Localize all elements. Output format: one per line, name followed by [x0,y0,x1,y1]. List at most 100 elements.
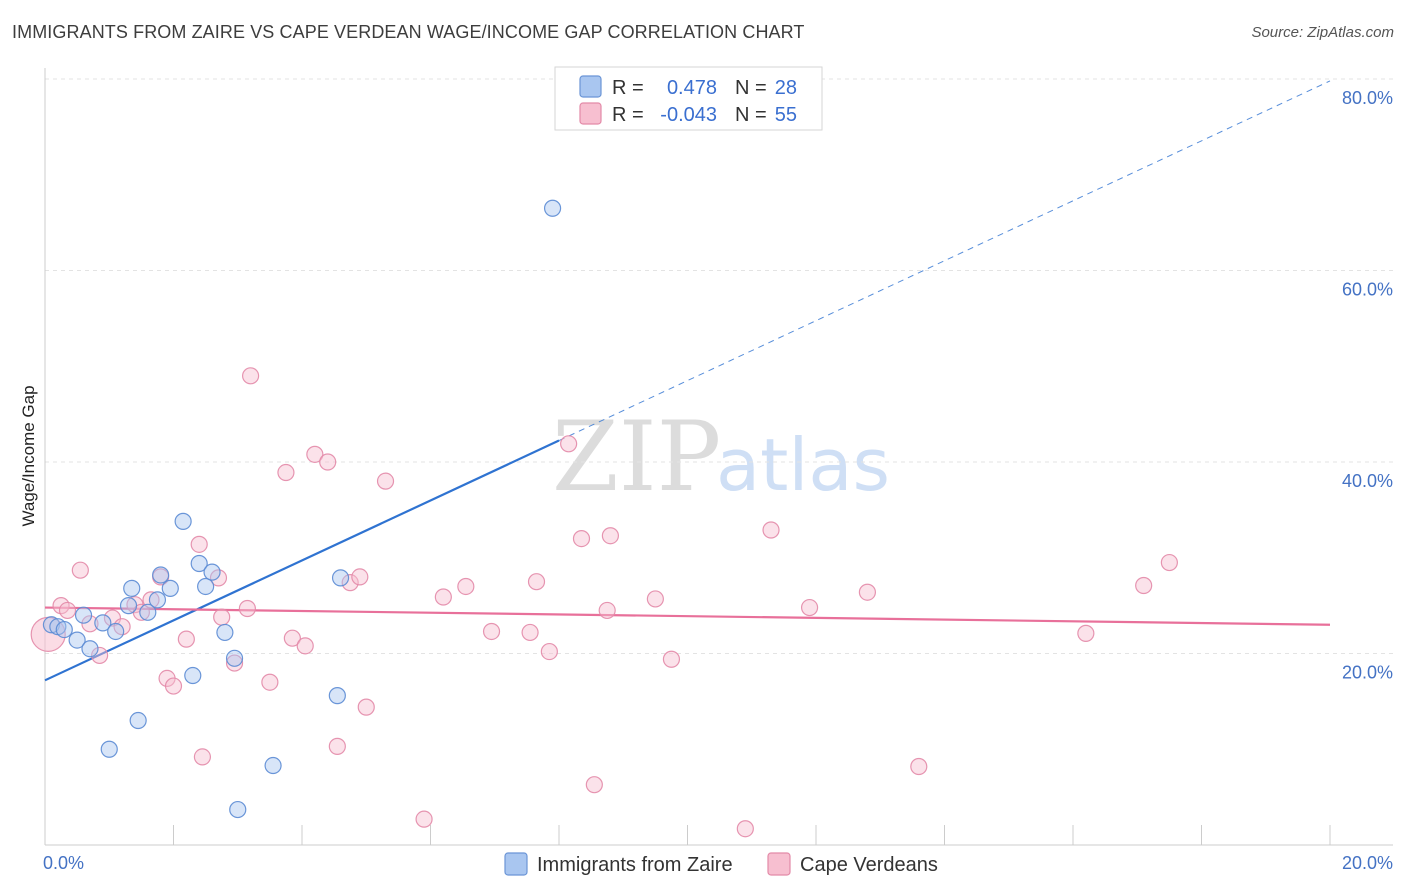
x-tick-label-max: 20.0% [1342,853,1393,873]
y-tick-label-80: 80.0% [1342,88,1393,108]
point-cape-verdeans-16 [193,748,212,766]
point-zaire-13 [148,591,167,609]
point-cape-verdeans-38 [527,573,546,591]
y-axis-title: Wage/Income Gap [19,385,38,526]
y-tick-label-60: 60.0% [1342,280,1393,300]
bottom-legend-swatch-cape-verdeans [767,852,791,876]
point-cape-verdeans-26 [306,445,324,463]
point-cape-verdeans-47 [736,820,754,838]
point-zaire-26 [331,569,350,587]
point-cape-verdeans-44 [601,527,620,545]
point-zaire-24 [264,756,282,775]
point-zaire-27 [543,199,562,217]
point-cape-verdeans-21 [242,367,260,385]
point-cape-verdeans-30 [351,568,369,586]
chart-title: IMMIGRANTS FROM ZAIRE VS CAPE VERDEAN WA… [12,22,805,42]
point-cape-verdeans-34 [434,588,452,606]
point-zaire-17 [184,666,202,685]
point-cape-verdeans-40 [560,435,578,453]
point-cape-verdeans-27 [319,453,337,471]
point-cape-verdeans-15 [190,535,208,553]
legend-swatch-cape-verdeans [579,102,602,125]
data-points [30,199,1178,838]
point-cape-verdeans-46 [662,650,681,668]
point-cape-verdeans-45 [646,590,664,608]
legend-r-label-cape-verdeans: R = [612,104,644,126]
point-cape-verdeans-17 [209,569,228,587]
point-cape-verdeans-29 [341,574,359,592]
point-zaire-15 [161,579,179,597]
point-cape-verdeans-25 [296,637,314,655]
point-zaire-6 [94,614,112,632]
point-cape-verdeans-42 [585,776,603,794]
legend-n-label-zaire: N = [735,77,767,99]
legend-n-value-cape-verdeans: 55 [775,104,797,126]
point-zaire-20 [203,563,221,581]
point-zaire-16 [174,512,192,530]
point-cape-verdeans-6 [103,609,122,627]
watermark-atlas: atlas [716,423,890,507]
point-cape-verdeans-50 [858,583,877,601]
point-cape-verdeans-33 [415,810,433,828]
point-zaire-19 [197,577,215,596]
legend: R = 0.478 N = 28 R = -0.043 N = 55 [554,66,823,131]
point-zaire-5 [81,640,99,658]
point-zaire-12 [139,603,157,621]
trend-line-dashed-0 [558,80,1331,442]
point-cape-verdeans-14 [177,630,195,648]
point-zaire-18 [190,554,208,573]
point-zaire-4 [74,606,93,624]
bottom-legend-label-cape-verdeans: Cape Verdeans [800,854,938,876]
point-zaire-25 [328,687,346,705]
source-label: Source: ZipAtlas.com [1251,24,1394,41]
point-cape-verdeans-41 [572,529,591,548]
point-zaire-8 [107,622,125,641]
legend-n-label-cape-verdeans: N = [735,104,767,126]
point-cape-verdeans-36 [482,622,501,641]
axes [44,68,1393,846]
point-cape-verdeans-51 [910,757,928,776]
point-zaire-23 [229,800,247,819]
point-cape-verdeans-37 [521,623,539,642]
x-tick-label-min: 0.0% [43,853,84,873]
grid-lines [45,78,1393,654]
legend-r-value-zaire: 0.478 [667,77,717,99]
legend-swatch-zaire [579,75,602,98]
point-cape-verdeans-18 [213,608,231,626]
point-cape-verdeans-39 [540,642,558,661]
point-cape-verdeans-43 [598,601,616,620]
point-cape-verdeans-35 [457,577,475,596]
point-zaire-9 [119,597,138,615]
point-zaire-22 [225,649,244,667]
point-cape-verdeans-22 [261,673,279,691]
legend-r-label-zaire: R = [612,77,644,99]
point-cape-verdeans-2 [58,601,77,620]
point-cape-verdeans-32 [376,472,395,490]
y-tick-label-40: 40.0% [1342,471,1393,491]
point-cape-verdeans-20 [238,599,256,618]
bottom-legend: Immigrants from Zaire Cape Verdeans [504,852,938,876]
point-cape-verdeans-4 [81,615,99,633]
point-zaire-21 [216,623,234,642]
legend-r-value-cape-verdeans: -0.043 [660,104,717,126]
point-zaire-2 [55,620,73,639]
point-cape-verdeans-54 [1160,553,1178,572]
watermark-zip: ZIP [552,401,721,513]
watermark: ZIP atlas [552,401,890,513]
point-zaire-14 [152,566,170,584]
point-zaire-0 [42,616,61,634]
point-cape-verdeans-3 [71,561,89,579]
point-zaire-11 [129,711,147,730]
point-cape-verdeans-23 [277,463,295,482]
point-cape-verdeans-53 [1135,576,1153,595]
bottom-legend-label-zaire: Immigrants from Zaire [537,854,733,876]
point-cape-verdeans-5 [91,646,109,665]
point-cape-verdeans-28 [328,737,346,755]
y-tick-label-20: 20.0% [1342,663,1393,683]
point-cape-verdeans-13 [164,677,183,695]
point-cape-verdeans-48 [762,521,780,539]
point-zaire-10 [123,579,141,597]
point-cape-verdeans-52 [1077,624,1095,642]
legend-n-value-zaire: 28 [775,77,797,99]
